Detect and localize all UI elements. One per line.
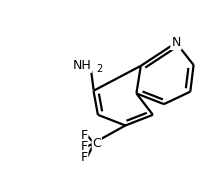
Text: F: F [81, 140, 88, 153]
Text: C: C [92, 137, 101, 150]
Text: N: N [171, 36, 181, 49]
Text: 2: 2 [96, 64, 102, 74]
Text: F: F [81, 129, 88, 142]
Text: F: F [81, 151, 88, 164]
Text: NH: NH [73, 59, 91, 72]
